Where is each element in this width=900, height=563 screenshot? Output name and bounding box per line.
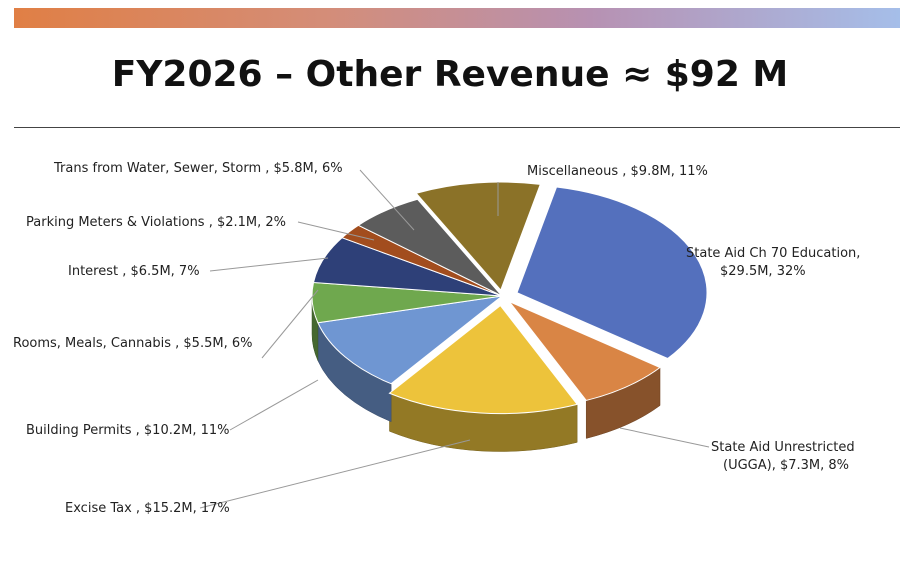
slice-label: Rooms, Meals, Cannabis , $5.5M, 6% (13, 336, 252, 351)
pie-slice (388, 304, 579, 415)
pie-slice (357, 198, 503, 297)
slice-label: Parking Meters & Violations , $2.1M, 2% (26, 215, 286, 230)
slice-label: Excise Tax , $15.2M, 17% (65, 501, 230, 516)
leader-line (619, 427, 710, 448)
leader-line (209, 257, 329, 272)
pie-slice (509, 301, 662, 402)
slice-label: Trans from Water, Sewer, Storm , $5.8M, … (53, 161, 343, 176)
slice-label: Miscellaneous , $9.8M, 11% (527, 164, 708, 179)
leader-line (261, 289, 319, 359)
pie-slice (415, 181, 541, 292)
slice-label: Building Permits , $10.2M, 11% (26, 423, 230, 438)
pie-slice (317, 295, 504, 385)
leader-line (359, 169, 415, 231)
slice-label: State Aid Ch 70 Education, $29.5M, 32% (686, 246, 860, 279)
leader-line (229, 379, 319, 431)
leader-line (297, 221, 375, 241)
title-divider (14, 127, 900, 128)
page-title: FY2026 – Other Revenue ≈ $92 M (111, 54, 789, 95)
header-gradient-bar (14, 8, 900, 28)
leader-line (199, 439, 471, 509)
slice-label: State Aid Unrestricted (UGGA), $7.3M, 8% (711, 440, 855, 473)
pie-slice (516, 186, 708, 360)
slice-label: Interest , $6.5M, 7% (68, 264, 200, 279)
